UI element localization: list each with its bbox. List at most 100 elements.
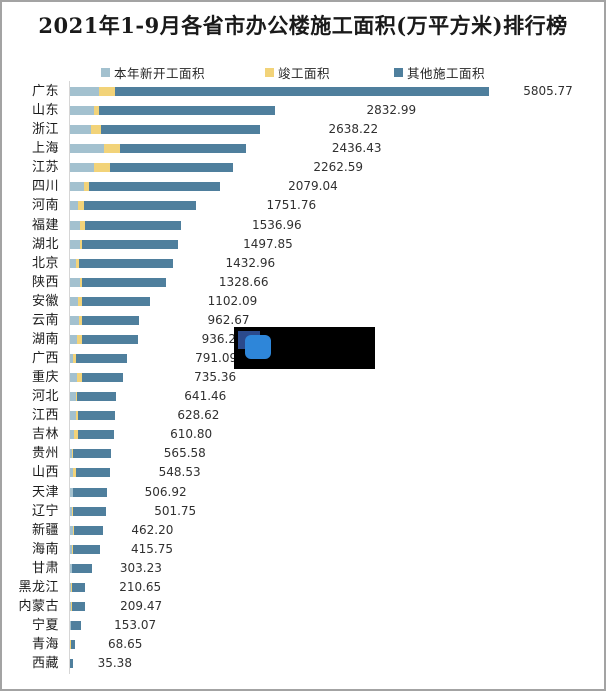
category-label: 重庆 <box>31 370 59 386</box>
segment-completed <box>98 87 115 96</box>
segment-other <box>71 582 86 592</box>
segment-other <box>71 621 82 630</box>
bar-row-宁夏: 宁夏 153.07 <box>2 616 604 635</box>
bar-row-甘肃: 甘肃 303.23 <box>2 559 604 578</box>
segment-other <box>81 239 179 249</box>
stacked-bar <box>70 373 124 383</box>
segment-completed <box>75 411 78 421</box>
stacked-bar <box>70 182 221 192</box>
value-label: 210.65 <box>119 579 162 594</box>
value-label: 5805.77 <box>523 84 573 98</box>
segment-completed <box>71 563 73 573</box>
stacked-bar <box>70 544 100 554</box>
segment-other <box>81 373 124 383</box>
segment-new-start <box>70 277 80 287</box>
bar-row-云南: 云南 962.67 <box>2 311 604 330</box>
segment-new-start <box>70 582 71 592</box>
segment-other <box>73 449 111 459</box>
segment-new-start <box>70 296 78 306</box>
segment-other <box>71 601 86 611</box>
segment-completed <box>94 106 99 116</box>
category-label: 湖北 <box>31 236 59 252</box>
stacked-bar <box>70 201 197 211</box>
segment-other <box>75 468 110 478</box>
value-label: 1497.85 <box>243 236 293 251</box>
bar-row-山东: 山东 2832.99 <box>2 101 604 120</box>
value-label: 2436.43 <box>331 141 382 156</box>
category-label: 江西 <box>31 408 59 424</box>
stacked-bar <box>70 659 73 669</box>
segment-new-start <box>70 449 73 459</box>
segment-other <box>114 87 490 96</box>
segment-completed <box>72 544 74 554</box>
stacked-bar <box>70 277 166 287</box>
bar-row-吉林: 吉林 610.80 <box>2 425 604 444</box>
watermark-logo-light-icon <box>245 335 271 359</box>
bar-row-湖北: 湖北 1497.85 <box>2 235 604 254</box>
stacked-bar <box>70 582 86 592</box>
bar-row-青海: 青海 68.65 <box>2 635 604 654</box>
segment-completed <box>77 296 82 306</box>
category-label: 河北 <box>31 389 59 405</box>
bar-row-福建: 福建 1536.96 <box>2 216 604 235</box>
stacked-bar <box>70 411 116 421</box>
stacked-bar <box>70 392 117 402</box>
category-label: 贵州 <box>31 446 59 462</box>
category-label: 天津 <box>31 484 59 500</box>
stacked-bar <box>70 621 82 630</box>
legend-item-completed: 竣工面积 <box>265 63 330 81</box>
value-label: 1432.96 <box>225 255 276 270</box>
stacked-bar <box>70 220 181 230</box>
value-label: 628.62 <box>177 408 220 423</box>
stacked-bar <box>70 315 140 325</box>
value-label: 415.75 <box>131 541 173 556</box>
segment-other <box>81 334 138 344</box>
segment-completed <box>79 239 82 249</box>
segment-new-start <box>70 106 95 116</box>
segment-new-start <box>70 487 73 497</box>
bar-row-上海: 上海 2436.43 <box>2 139 604 158</box>
value-label: 153.07 <box>114 618 157 632</box>
segment-completed <box>72 449 74 459</box>
stacked-bar <box>70 487 107 497</box>
segment-completed <box>77 334 82 344</box>
stacked-bar <box>70 430 115 440</box>
segment-completed <box>72 487 74 497</box>
segment-other <box>77 430 115 440</box>
category-label: 北京 <box>31 255 59 271</box>
segment-new-start <box>70 621 71 630</box>
stacked-bar <box>70 258 174 268</box>
segment-new-start <box>70 334 77 344</box>
segment-new-start <box>70 182 84 192</box>
bar-row-浙江: 浙江 2638.22 <box>2 120 604 139</box>
stacked-bar <box>70 449 111 459</box>
category-label: 上海 <box>31 141 59 157</box>
value-label: 2262.59 <box>313 160 364 175</box>
segment-other <box>73 544 100 554</box>
legend-item-other: 其他施工面积 <box>394 63 485 81</box>
segment-new-start <box>70 144 105 154</box>
value-label: 2079.04 <box>288 179 338 194</box>
segment-other <box>73 487 107 497</box>
value-label: 791.09 <box>195 351 238 365</box>
bar-row-山西: 山西 548.53 <box>2 463 604 482</box>
segment-completed <box>77 373 82 383</box>
segment-new-start <box>70 430 74 440</box>
value-label: 35.38 <box>97 656 132 671</box>
category-label: 青海 <box>31 637 59 652</box>
legend-label-other: 其他施工面积 <box>407 65 486 81</box>
legend-item-new-start: 本年新开工面积 <box>101 63 205 81</box>
segment-completed <box>73 354 76 363</box>
value-label: 1328.66 <box>218 274 269 289</box>
segment-new-start <box>70 563 72 573</box>
segment-new-start <box>70 354 74 363</box>
stacked-bar <box>70 563 92 573</box>
bar-row-湖南: 湖南 936.29 <box>2 330 604 349</box>
segment-other <box>75 354 128 363</box>
segment-completed <box>72 506 74 516</box>
value-label: 1536.96 <box>252 217 302 232</box>
bar-row-辽宁: 辽宁 501.75 <box>2 502 604 521</box>
category-label: 广西 <box>31 351 59 366</box>
value-label: 641.46 <box>184 389 227 404</box>
